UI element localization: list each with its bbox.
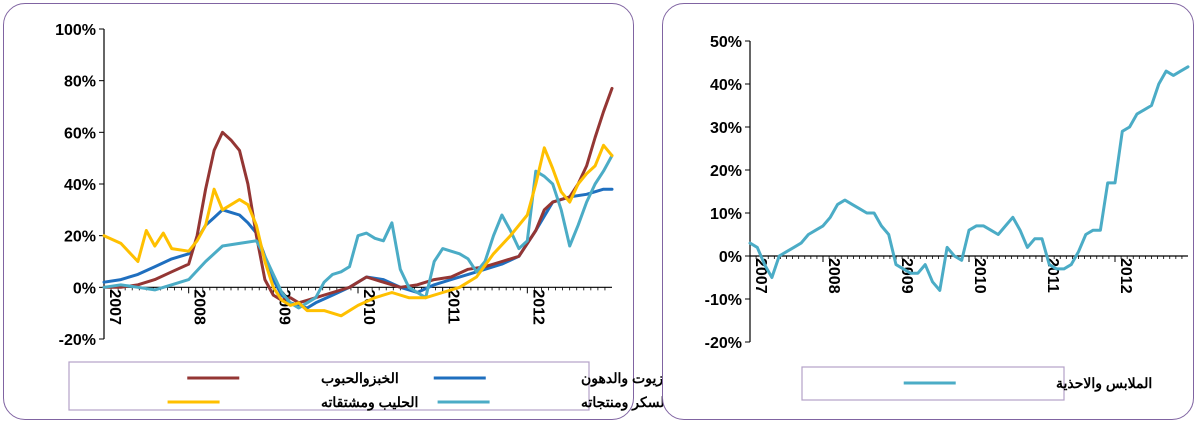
y-tick-label: 80% xyxy=(64,74,96,91)
legend-label: السكر ومنتجاته xyxy=(581,394,668,411)
legend-label: الحليب ومشتقاته xyxy=(321,394,418,411)
x-tick-label: 2009 xyxy=(898,258,915,294)
x-tick-label: 2011 xyxy=(445,289,462,324)
series-line xyxy=(748,65,1190,292)
chart-panel-clothing: 50% 40% 30% 20% 10% 0% -10% -20% 2007 2008 2009 201… xyxy=(662,3,1194,420)
y-tick-label: 40% xyxy=(710,77,742,94)
series-line xyxy=(102,154,614,310)
x-tick-label: 2007 xyxy=(106,289,123,325)
chart-panel-food-groups: 100% 80% 60% 40% 20% 0% -20% 2007 2008 2009 2010 20… xyxy=(3,3,672,420)
x-tick-label: 2012 xyxy=(1117,258,1134,294)
series-line xyxy=(102,86,614,305)
y-tick-label: 0% xyxy=(73,280,96,297)
legend-label: الزيوت والدهون xyxy=(581,370,672,387)
x-tick-label: 2011 xyxy=(1044,258,1061,293)
y-tick-label: 20% xyxy=(710,163,742,180)
clothing-line-chart: 50% 40% 30% 20% 10% 0% -10% -20% 2007 2008 2009 201… xyxy=(705,34,1190,401)
y-tick-label: 10% xyxy=(710,206,742,223)
y-tick-label: 60% xyxy=(64,125,96,142)
x-tick-label: 2010 xyxy=(360,289,377,325)
legend-label: الملابس والاحذية xyxy=(1056,375,1152,392)
y-tick-label: 100% xyxy=(55,22,96,39)
food-groups-line-chart: 100%80%60%40%20%0%-20%2007 2008 2009 2010 20… xyxy=(55,22,672,411)
y-tick-label: 30% xyxy=(710,120,742,137)
series-line xyxy=(102,143,614,318)
y-tick-label: -20% xyxy=(705,335,742,352)
y-tick-label: 40% xyxy=(64,177,96,194)
legend-label: الخبزوالحبوب xyxy=(321,370,399,387)
y-tick-label: 50% xyxy=(710,34,742,51)
y-tick-label: -20% xyxy=(59,332,96,349)
y-tick-label: -10% xyxy=(705,292,742,309)
legend-box xyxy=(68,361,590,411)
x-tick-label: 2012 xyxy=(529,289,546,325)
x-tick-label: 2007 xyxy=(752,258,769,294)
x-tick-label: 2008 xyxy=(191,289,208,325)
y-tick-label: 20% xyxy=(64,229,96,246)
x-tick-label: 2010 xyxy=(971,258,988,294)
x-tick-label: 2008 xyxy=(825,258,842,294)
y-tick-label: 0% xyxy=(719,249,742,266)
